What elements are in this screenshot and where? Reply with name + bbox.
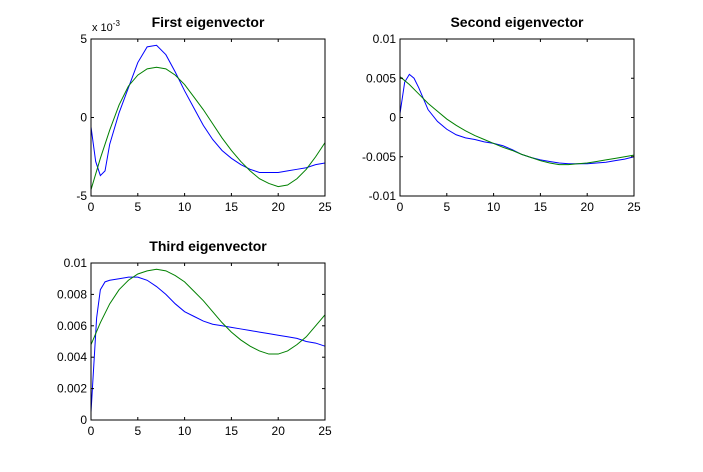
x-tick-label: 5 — [134, 424, 141, 438]
series-line — [90, 44, 326, 177]
series-line — [90, 268, 326, 355]
x-tick-label: 20 — [272, 200, 286, 214]
y-tick-label: 0.008 — [57, 287, 87, 301]
x-tick-label: 0 — [88, 424, 95, 438]
y-tick-label: 0 — [80, 413, 87, 427]
x-tick-label: 25 — [318, 200, 332, 214]
chart-title: First eigenvector — [152, 14, 265, 30]
y-tick-label: 0.01 — [64, 256, 88, 270]
y-tick-label: -0.01 — [369, 189, 397, 203]
plot-area — [91, 263, 325, 420]
chart-title: Third eigenvector — [149, 238, 267, 254]
x-tick-label: 5 — [134, 200, 141, 214]
y-tick-label: 0.002 — [57, 382, 87, 396]
x-tick-label: 15 — [534, 200, 548, 214]
plot-area — [400, 39, 634, 196]
y-tick-label: -0.005 — [362, 150, 396, 164]
x-tick-label: 10 — [178, 424, 192, 438]
y-tick-label: -5 — [76, 189, 87, 203]
x-tick-label: 20 — [272, 424, 286, 438]
series-line — [90, 66, 326, 190]
x-tick-label: 10 — [487, 200, 501, 214]
y-tick-label: 0.005 — [366, 71, 396, 85]
axis-exponent-base: x 10 — [92, 22, 113, 34]
x-tick-label: 20 — [581, 200, 595, 214]
axis-exponent: x 10-3 — [92, 19, 120, 34]
series-line — [399, 76, 635, 166]
series-line — [90, 276, 326, 413]
x-tick-label: 25 — [318, 424, 332, 438]
axis-exponent-power: -3 — [113, 19, 121, 28]
x-tick-label: 10 — [178, 200, 192, 214]
x-tick-label: 0 — [397, 200, 404, 214]
y-tick-label: 0.004 — [57, 350, 87, 364]
y-tick-label: 0 — [80, 111, 87, 125]
x-tick-label: 25 — [627, 200, 641, 214]
chart-title: Second eigenvector — [450, 14, 584, 30]
subplot: 0 5 10 15 20 25 -0.01 -0.005 0 0.005 0.01 Second ei… — [362, 14, 641, 214]
y-tick-label: 0 — [389, 111, 396, 125]
y-tick-label: 0.006 — [57, 319, 87, 333]
x-tick-label: 15 — [225, 200, 239, 214]
x-tick-label: 5 — [443, 200, 450, 214]
y-tick-label: 0.01 — [373, 32, 397, 46]
subplot: 0 5 10 15 20 25 0 0.002 0.004 0.006 0.008 0.01 Third… — [57, 238, 332, 438]
y-tick-label: 5 — [80, 32, 87, 46]
axes-box — [90, 262, 326, 421]
x-tick-label: 0 — [88, 200, 95, 214]
x-tick-label: 15 — [225, 424, 239, 438]
